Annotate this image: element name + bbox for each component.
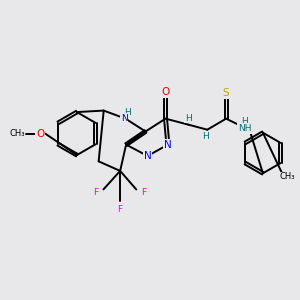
Text: N: N: [164, 140, 172, 150]
Text: O: O: [36, 129, 44, 139]
Text: H: H: [241, 117, 248, 126]
Text: O: O: [161, 87, 170, 97]
Text: F: F: [118, 205, 123, 214]
Text: S: S: [223, 88, 230, 98]
Text: H: H: [202, 132, 209, 141]
Text: NH: NH: [238, 124, 251, 133]
Text: H: H: [185, 113, 192, 122]
Text: CH₃: CH₃: [280, 172, 295, 182]
Text: F: F: [142, 188, 147, 197]
Text: N: N: [121, 114, 128, 123]
Text: H: H: [124, 108, 131, 117]
Text: F: F: [93, 188, 98, 197]
Text: CH₃: CH₃: [9, 129, 25, 138]
Text: N: N: [144, 151, 152, 161]
